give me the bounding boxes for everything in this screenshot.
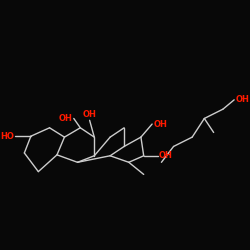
Text: OH: OH xyxy=(159,151,173,160)
Text: OH: OH xyxy=(59,114,72,123)
Text: HO: HO xyxy=(0,132,14,141)
Text: OH: OH xyxy=(83,110,96,119)
Text: OH: OH xyxy=(235,95,249,104)
Text: OH: OH xyxy=(153,120,167,128)
